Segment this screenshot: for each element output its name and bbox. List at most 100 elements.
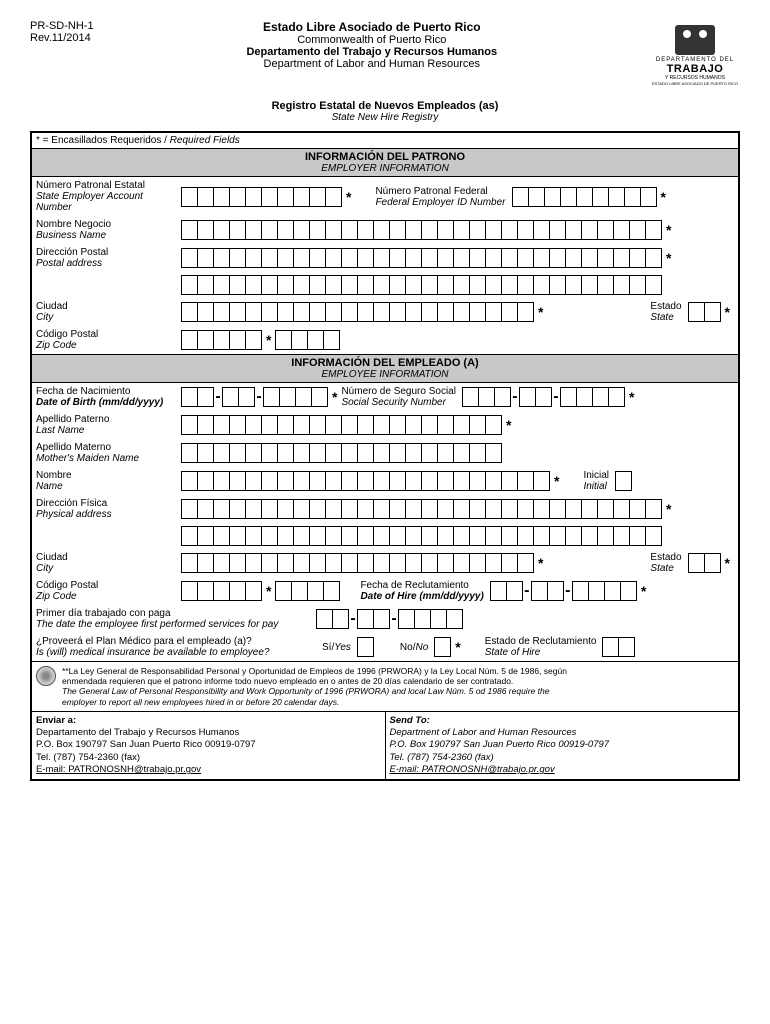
row-firstname: Nombre Name * Inicial Initial <box>32 467 738 495</box>
input-fed-emp[interactable] <box>512 187 657 207</box>
input-dob-mm[interactable] <box>181 387 214 407</box>
label-postal: Dirección Postal Postal address <box>36 247 181 269</box>
employee-header-en: EMPLOYEE INFORMATION <box>34 369 736 380</box>
star-icon: * <box>266 583 271 599</box>
row-zip-hire: Código Postal Zip Code * Fecha de Reclut… <box>32 577 738 605</box>
logo-line2: TRABAJO <box>667 63 724 75</box>
label-state: Estado State <box>650 301 681 323</box>
input-state-emp2[interactable] <box>688 302 721 322</box>
dash-icon: - <box>214 388 222 406</box>
input-hire-yyyy[interactable] <box>572 581 637 601</box>
input-yes[interactable] <box>357 637 374 657</box>
header-titles: Estado Libre Asociado de Puerto Rico Com… <box>94 20 650 70</box>
logo-icon <box>675 25 715 55</box>
row-city-employer: Ciudad City * Estado State * <box>32 298 738 326</box>
row-medical: ¿Proveerá el Plan Médico para el emplead… <box>32 633 738 661</box>
input-hire-state[interactable] <box>602 637 635 657</box>
row-first-pay: Primer día trabajado con paga The date t… <box>32 605 738 633</box>
dept-en: Department of Labor and Human Resources <box>94 58 650 70</box>
row-state-emp-num: Número Patronal Estatal State Employer A… <box>32 177 738 216</box>
employee-header-es: INFORMACIÓN DEL EMPLEADO (A) <box>34 357 736 369</box>
input-city-emp[interactable] <box>181 302 534 322</box>
input-postal-1[interactable] <box>181 248 662 268</box>
label-physical: Dirección Física Physical address <box>36 498 181 520</box>
label-fed-emp: Número Patronal Federal Federal Employer… <box>375 186 505 208</box>
input-dob-dd[interactable] <box>222 387 255 407</box>
label-state-emp: Número Patronal Estatal State Employer A… <box>36 180 181 213</box>
input-zip-emp-2[interactable] <box>275 330 340 350</box>
input-firstpay-dd[interactable] <box>357 609 390 629</box>
star-icon: * <box>506 417 511 433</box>
input-ssn-2[interactable] <box>519 387 552 407</box>
label-hire-state: Estado de Reclutamiento State of Hire <box>485 636 597 658</box>
star-icon: * <box>725 304 730 320</box>
page-header: PR-SD-NH-1 Rev.11/2014 Estado Libre Asoc… <box>30 20 740 90</box>
row-physical-1: Dirección Física Physical address * <box>32 495 738 523</box>
input-hire-mm[interactable] <box>490 581 523 601</box>
input-firstname[interactable] <box>181 471 550 491</box>
star-icon: * <box>332 389 337 405</box>
input-lastname[interactable] <box>181 415 502 435</box>
input-zip-emp-1[interactable] <box>181 330 262 350</box>
star-icon: * <box>346 189 351 205</box>
employee-section-header: INFORMACIÓN DEL EMPLEADO (A) EMPLOYEE IN… <box>32 354 738 383</box>
input-state-employee[interactable] <box>688 553 721 573</box>
label-business: Nombre Negocio Business Name <box>36 219 181 241</box>
form-id: PR-SD-NH-1 <box>30 20 94 32</box>
required-prefix: * = Encasillados Requeridos / <box>36 135 170 146</box>
label-firstname: Nombre Name <box>36 470 181 492</box>
star-icon: * <box>554 473 559 489</box>
input-ssn-3[interactable] <box>560 387 625 407</box>
label-ssn: Número de Seguro Social Social Security … <box>341 386 456 408</box>
label-zip-emp: Código Postal Zip Code <box>36 580 181 602</box>
input-business[interactable] <box>181 220 662 240</box>
send-to-row: Enviar a: Departamento del Trabajo y Rec… <box>32 711 738 780</box>
input-physical-2[interactable] <box>181 526 662 546</box>
send-en: Send To: Department of Labor and Human R… <box>386 712 739 780</box>
input-no[interactable] <box>434 637 451 657</box>
label-state-emp: Estado State <box>650 552 681 574</box>
row-dob-ssn: Fecha de Nacimiento Date of Birth (mm/dd… <box>32 383 738 411</box>
input-physical-1[interactable] <box>181 499 662 519</box>
input-initial[interactable] <box>615 471 632 491</box>
input-hire-dd[interactable] <box>531 581 564 601</box>
input-ssn-1[interactable] <box>462 387 511 407</box>
label-lastname: Apellido Paterno Last Name <box>36 414 181 436</box>
star-icon: * <box>666 250 671 266</box>
required-note: * = Encasillados Requeridos / Required F… <box>32 133 738 149</box>
dash-icon: - <box>552 388 560 406</box>
form-id-block: PR-SD-NH-1 Rev.11/2014 <box>30 20 94 44</box>
star-icon: * <box>666 222 671 238</box>
employer-header-es: INFORMACIÓN DEL PATRONO <box>34 151 736 163</box>
label-initial: Inicial Initial <box>583 470 609 492</box>
title-es: Estado Libre Asociado de Puerto Rico <box>94 20 650 34</box>
star-icon: * <box>538 304 543 320</box>
subtitle-block: Registro Estatal de Nuevos Empleados (as… <box>30 100 740 123</box>
dept-es: Departamento del Trabajo y Recursos Huma… <box>94 46 650 58</box>
dash-icon: - <box>564 582 572 600</box>
star-icon: * <box>641 583 646 599</box>
star-icon: * <box>661 189 666 205</box>
dash-icon: - <box>349 610 357 628</box>
label-yes: Sí/Yes <box>322 642 351 653</box>
input-city-employee[interactable] <box>181 553 534 573</box>
revision: Rev.11/2014 <box>30 32 94 44</box>
star-icon: * <box>725 555 730 571</box>
input-zip-employee-1[interactable] <box>181 581 262 601</box>
label-no: No/No <box>400 642 428 653</box>
star-icon: * <box>266 332 271 348</box>
input-dob-yyyy[interactable] <box>263 387 328 407</box>
input-state-emp[interactable] <box>181 187 342 207</box>
input-zip-employee-2[interactable] <box>275 581 340 601</box>
row-physical-2 <box>32 523 738 549</box>
employer-header-en: EMPLOYER INFORMATION <box>34 163 736 174</box>
input-maiden[interactable] <box>181 443 502 463</box>
legal-notice: **La Ley General de Responsabilidad Pers… <box>32 661 738 711</box>
label-hire-date: Fecha de Reclutamiento Date of Hire (mm/… <box>360 580 483 602</box>
label-zip: Código Postal Zip Code <box>36 329 181 351</box>
input-firstpay-mm[interactable] <box>316 609 349 629</box>
dash-icon: - <box>390 610 398 628</box>
input-postal-2[interactable] <box>181 275 662 295</box>
star-icon: * <box>666 501 671 517</box>
input-firstpay-yyyy[interactable] <box>398 609 463 629</box>
